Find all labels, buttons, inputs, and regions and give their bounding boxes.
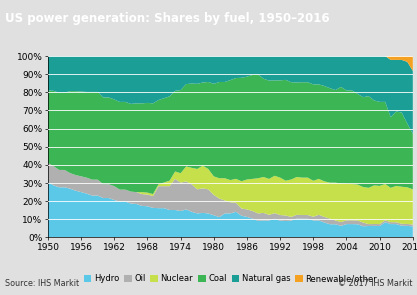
Text: Source: IHS Markit: Source: IHS Markit xyxy=(5,278,79,288)
Text: © 2017 IHS Markit: © 2017 IHS Markit xyxy=(338,278,412,288)
Legend: Hydro, Oil, Nuclear, Coal, Natural gas, Renewable/other: Hydro, Oil, Nuclear, Coal, Natural gas, … xyxy=(84,274,377,283)
Text: US power generation: Shares by fuel, 1950–2016: US power generation: Shares by fuel, 195… xyxy=(5,12,329,25)
